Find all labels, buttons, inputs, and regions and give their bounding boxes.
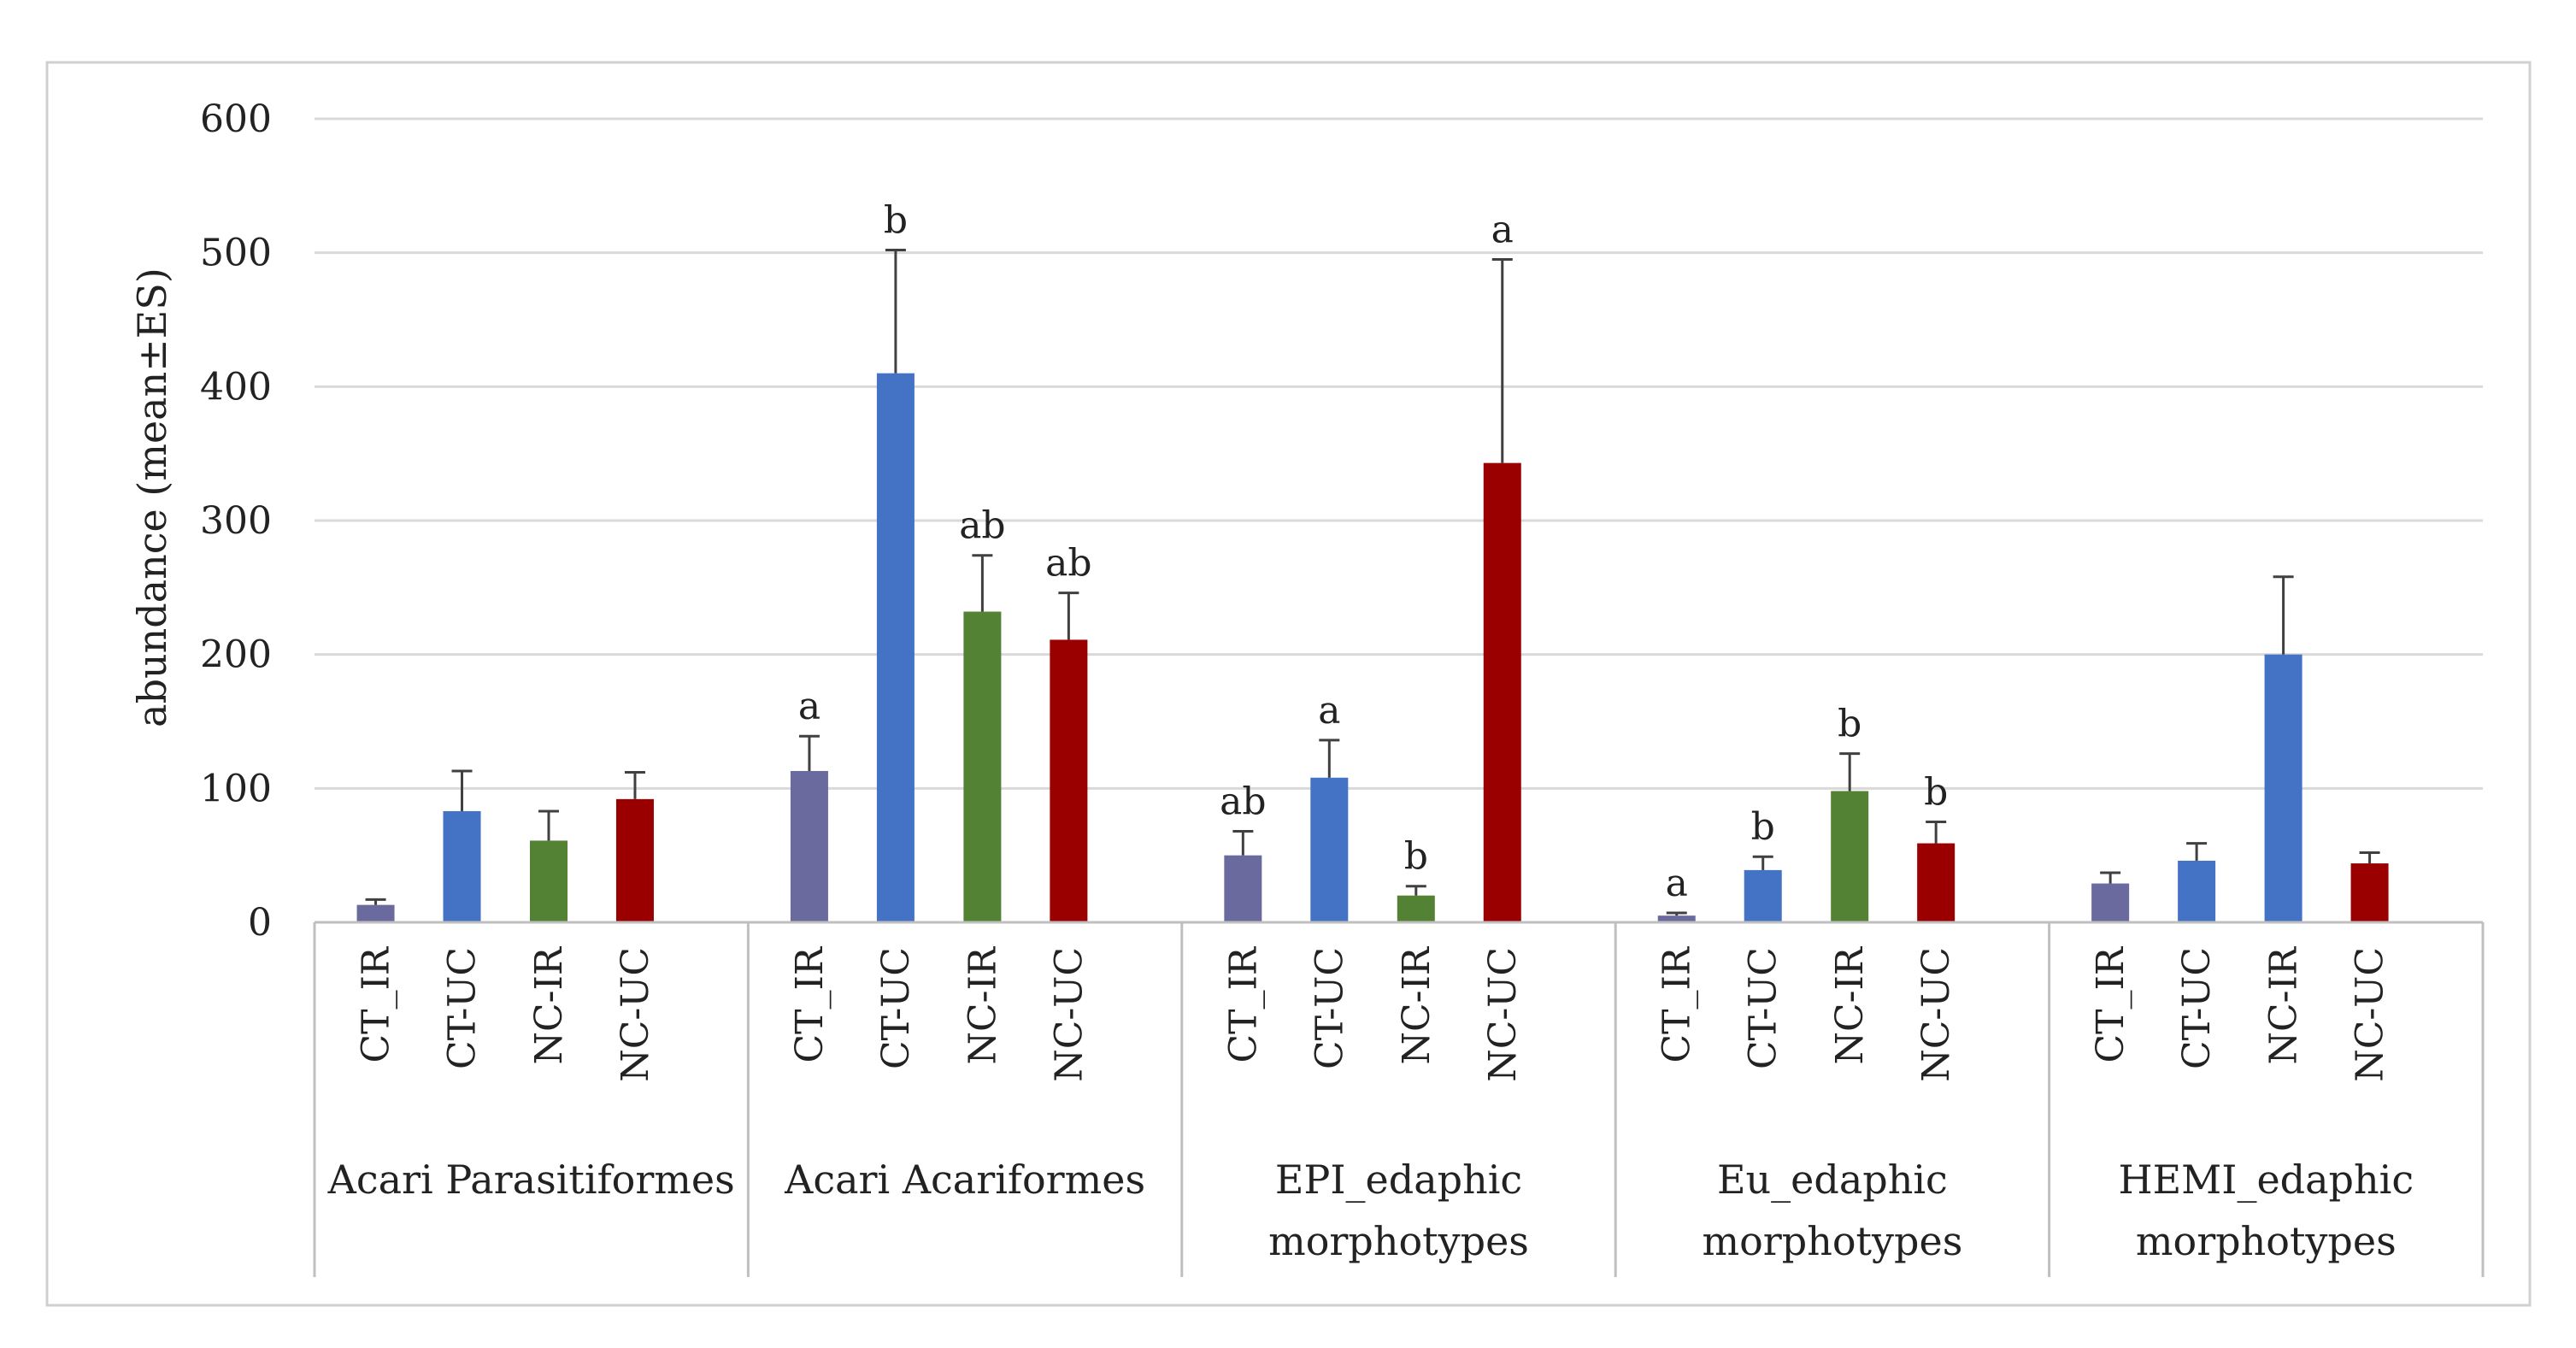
bars — [356, 373, 2389, 923]
bar — [876, 373, 915, 923]
category-label: NC-UC — [1481, 947, 1525, 1082]
bar — [963, 611, 1002, 922]
category-label: CT-UC — [2175, 947, 2219, 1069]
group-label: Eu_edaphic — [1717, 1157, 1948, 1203]
group-label: morphotypes — [2136, 1218, 2397, 1264]
y-tick-label: 100 — [200, 767, 272, 810]
y-tick-label: 400 — [200, 365, 272, 409]
significance-label: b — [1404, 835, 1428, 879]
significance-label: a — [1318, 689, 1340, 733]
category-label: CT_IR — [788, 945, 832, 1063]
group-label: Acari Acariformes — [784, 1157, 1145, 1203]
bar — [1397, 895, 1435, 922]
category-label: CT_IR — [355, 945, 398, 1063]
y-axis-ticks: 0 100 200 300 400 500 600 — [200, 97, 272, 945]
significance-label: ab — [1045, 542, 1091, 586]
category-label: CT_IR — [2089, 945, 2132, 1063]
bar — [529, 840, 568, 922]
bar — [2350, 863, 2389, 922]
category-label: NC-IR — [2262, 945, 2306, 1064]
significance-label: b — [1838, 703, 1861, 746]
bar — [1310, 777, 1349, 922]
y-tick-label: 500 — [200, 232, 272, 275]
group-label: HEMI_edaphic — [2118, 1157, 2414, 1203]
bar — [1831, 791, 1869, 922]
category-label: CT_IR — [1221, 945, 1265, 1063]
category-label: CT-UC — [441, 947, 485, 1069]
category-label: NC-UC — [614, 947, 657, 1082]
bar — [790, 770, 828, 922]
bar — [443, 810, 481, 922]
category-label: NC-IR — [1828, 945, 1872, 1064]
bar — [2264, 654, 2303, 922]
bar — [2178, 860, 2216, 922]
significance-label: a — [1491, 209, 1514, 252]
category-label: CT_IR — [1656, 945, 1699, 1063]
bar — [1657, 915, 1696, 922]
significance-label: b — [1924, 771, 1948, 815]
category-label: CT-UC — [874, 947, 918, 1069]
category-label: CT-UC — [1742, 947, 1785, 1069]
bar — [1050, 639, 1088, 922]
significance-label: ab — [959, 504, 1005, 548]
bar — [1483, 462, 1521, 922]
category-label: NC-UC — [2349, 947, 2392, 1082]
category-label: NC-UC — [1047, 947, 1091, 1082]
group-label: morphotypes — [1268, 1218, 1529, 1264]
bar — [1917, 843, 1956, 922]
error-bars — [365, 249, 2380, 916]
bar — [2091, 883, 2130, 922]
chart-frame — [45, 61, 2532, 1307]
category-label: NC-IR — [1395, 945, 1438, 1064]
group-label: morphotypes — [1702, 1218, 1962, 1264]
bar — [1224, 855, 1262, 922]
significance-label: a — [798, 685, 820, 728]
group-label: EPI_edaphic — [1275, 1157, 1522, 1203]
y-tick-label: 0 — [248, 901, 272, 945]
y-tick-label: 600 — [200, 97, 272, 141]
significance-label: b — [1751, 805, 1775, 849]
group-label: Acari Parasitiformes — [327, 1157, 735, 1203]
y-axis-label: abundance (mean±ES) — [129, 268, 175, 727]
significance-label: ab — [1220, 780, 1266, 823]
bar — [356, 904, 395, 922]
bar — [615, 798, 654, 922]
significance-label: b — [884, 199, 908, 243]
category-label: NC-IR — [961, 945, 1004, 1064]
category-label: NC-IR — [527, 945, 571, 1064]
bar — [1744, 869, 1782, 922]
category-label: CT-UC — [1308, 947, 1351, 1069]
y-tick-label: 200 — [200, 633, 272, 677]
category-label: NC-UC — [1914, 947, 1958, 1082]
significance-label: a — [1666, 862, 1688, 905]
x-axis: CT_IR CT-UC NC-IR NC-UC Acari Parasitiformes… — [313, 921, 2485, 1277]
gridlines — [315, 117, 2483, 790]
y-tick-label: 300 — [200, 499, 272, 543]
